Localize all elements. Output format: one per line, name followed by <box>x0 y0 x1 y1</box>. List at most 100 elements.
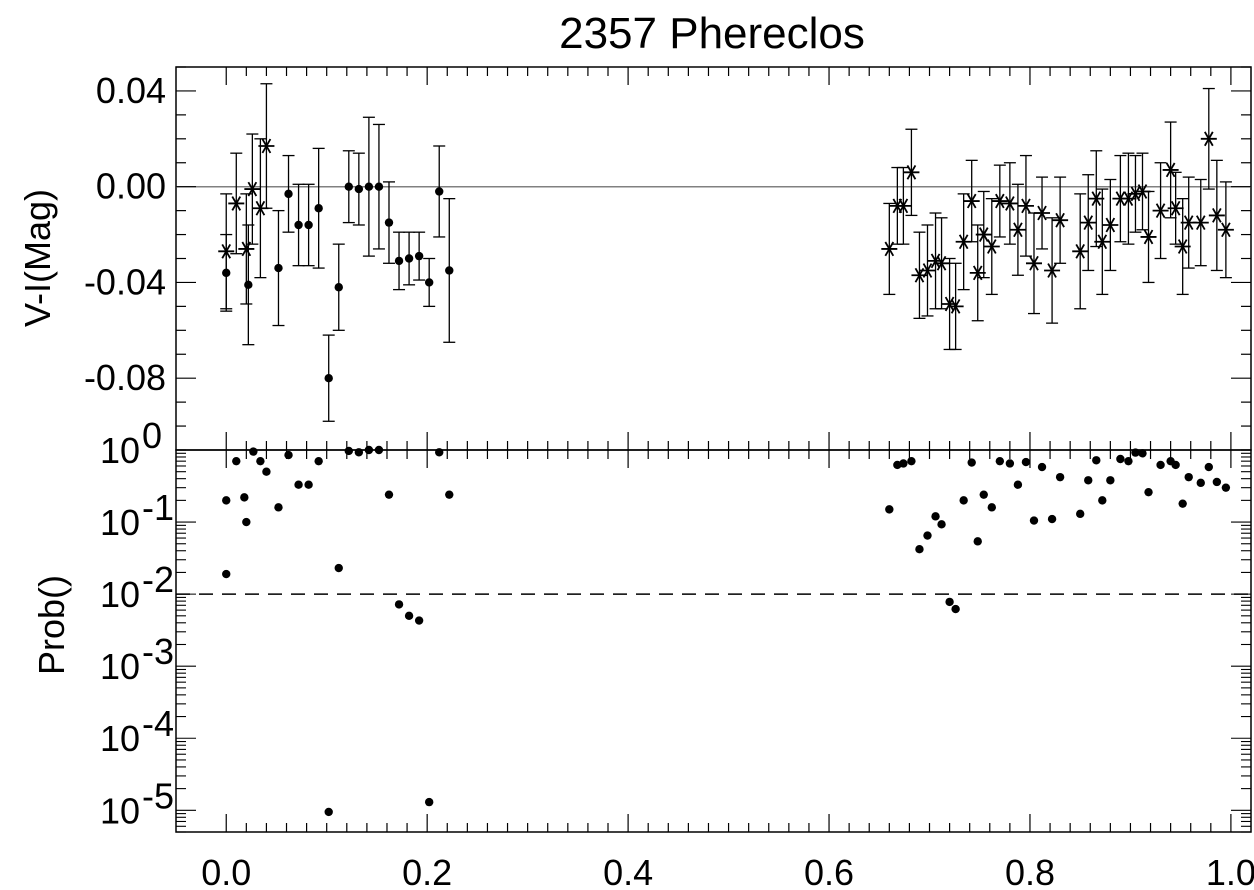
prob-point-dot <box>1221 483 1231 492</box>
prob-point-dot <box>1204 462 1214 472</box>
asterisk-stroke <box>1212 208 1222 223</box>
data-point-asterisk <box>1217 222 1234 238</box>
prob-point-dot <box>294 480 303 489</box>
prob-point-dot <box>1076 509 1085 519</box>
data-point-asterisk <box>1208 208 1225 223</box>
asterisk-stroke <box>1055 212 1065 228</box>
prob-point-dot <box>951 604 960 614</box>
data-point-dot <box>445 266 454 275</box>
y-log-tick-exponent: -1 <box>142 487 174 528</box>
prob-point-dot <box>222 569 231 579</box>
prob-point-dot <box>424 797 434 807</box>
asterisk-stroke <box>1037 205 1047 221</box>
asterisk-stroke <box>1105 217 1116 233</box>
prob-point-dot <box>1184 472 1193 482</box>
prob-point-dot <box>274 503 283 512</box>
data-point-dot <box>424 278 434 287</box>
data-point-asterisk <box>1140 229 1157 245</box>
prob-point-dot <box>1084 476 1093 485</box>
data-point-dot <box>284 189 293 199</box>
prob-point-dot <box>1138 449 1147 458</box>
prob-point-dot <box>1092 456 1101 465</box>
asterisk-stroke <box>1115 191 1126 207</box>
asterisk-stroke <box>261 138 272 154</box>
y-log-tick-exponent: -3 <box>142 631 174 672</box>
data-point-asterisk <box>1072 243 1089 259</box>
asterisk-stroke <box>906 164 917 180</box>
asterisk-stroke <box>966 193 977 209</box>
asterisk-stroke <box>987 239 997 254</box>
asterisk-stroke <box>1013 222 1023 238</box>
y-log-tick-exponent: -2 <box>142 559 174 600</box>
prob-point-dot <box>1144 487 1153 497</box>
data-point-asterisk <box>983 239 1000 254</box>
prob-point-dot <box>1047 514 1057 524</box>
data-point-dot <box>414 251 424 261</box>
data-point-asterisk <box>1034 205 1051 221</box>
y-log-tick-exponent: -5 <box>142 775 174 816</box>
asterisk-stroke <box>1130 186 1141 202</box>
asterisk-stroke <box>950 298 961 314</box>
asterisk-stroke <box>898 198 909 214</box>
data-point-dot <box>344 182 354 191</box>
prob-point-dot <box>923 531 932 540</box>
asterisk-stroke <box>1204 131 1214 147</box>
prob-point-dot <box>1021 457 1031 467</box>
prob-point-dot <box>885 505 894 514</box>
data-point-asterisk <box>991 193 1008 209</box>
prob-point-dot <box>404 611 414 621</box>
data-point-asterisk <box>947 298 964 314</box>
data-point-asterisk <box>1009 222 1026 238</box>
prob-point-dot <box>262 467 271 476</box>
prob-point-dot <box>242 517 251 527</box>
data-point-asterisk <box>244 181 261 197</box>
prob-point-dot <box>1178 499 1187 508</box>
asterisk-stroke <box>1177 239 1188 254</box>
prob-point-dot <box>959 496 968 505</box>
asterisk-stroke <box>1097 234 1108 250</box>
asterisk-stroke <box>1047 263 1057 278</box>
asterisk-stroke <box>1029 255 1039 271</box>
top-data-marks <box>218 83 1234 422</box>
prob-point-dot <box>414 616 424 625</box>
asterisk-stroke <box>1091 191 1102 207</box>
asterisk-stroke <box>922 263 933 278</box>
data-point-dot <box>394 256 404 266</box>
prob-point-dot <box>967 458 976 467</box>
top-plot-frame <box>175 66 1252 451</box>
prob-point-dot <box>907 456 916 466</box>
x-tick-label: 0.0 <box>201 852 251 890</box>
asterisk-stroke <box>1143 229 1154 245</box>
data-point-asterisk <box>1152 203 1169 219</box>
asterisk-stroke <box>221 243 232 259</box>
prob-point-dot <box>314 456 323 466</box>
data-point-dot <box>404 254 414 263</box>
prob-point-dot <box>1005 459 1015 468</box>
prob-point-dot <box>945 597 954 607</box>
data-point-asterisk <box>1025 255 1042 271</box>
y-log-tick-label: 10 <box>100 718 140 759</box>
top-y-axis-label: V-I(Mag) <box>17 189 58 327</box>
prob-point-dot <box>937 520 946 529</box>
data-point-asterisk <box>1094 234 1111 250</box>
prob-point-dot <box>973 537 982 546</box>
prob-point-dot <box>344 446 354 456</box>
prob-point-dot <box>384 490 394 499</box>
prob-point-dot <box>1013 480 1023 489</box>
y-tick-label: 0.00 <box>96 166 166 207</box>
data-point-asterisk <box>1167 200 1184 216</box>
prob-point-dot <box>931 512 940 521</box>
y-log-tick-label: 10 <box>100 574 140 615</box>
data-point-asterisk <box>1162 162 1179 178</box>
data-point-asterisk <box>1001 196 1018 211</box>
data-point-asterisk <box>1174 239 1191 254</box>
asterisk-stroke <box>1155 203 1166 219</box>
asterisk-stroke <box>1005 196 1015 211</box>
top-axis-ticks: 0.04 0.00 -0.04 -0.08 <box>84 66 1251 451</box>
bottom-plot-frame <box>175 449 1252 833</box>
y-tick-label: -0.04 <box>84 261 166 302</box>
prob-point-dot <box>364 445 374 455</box>
asterisk-stroke <box>1183 215 1194 230</box>
prob-point-dot <box>354 448 364 457</box>
asterisk-stroke <box>978 227 989 242</box>
